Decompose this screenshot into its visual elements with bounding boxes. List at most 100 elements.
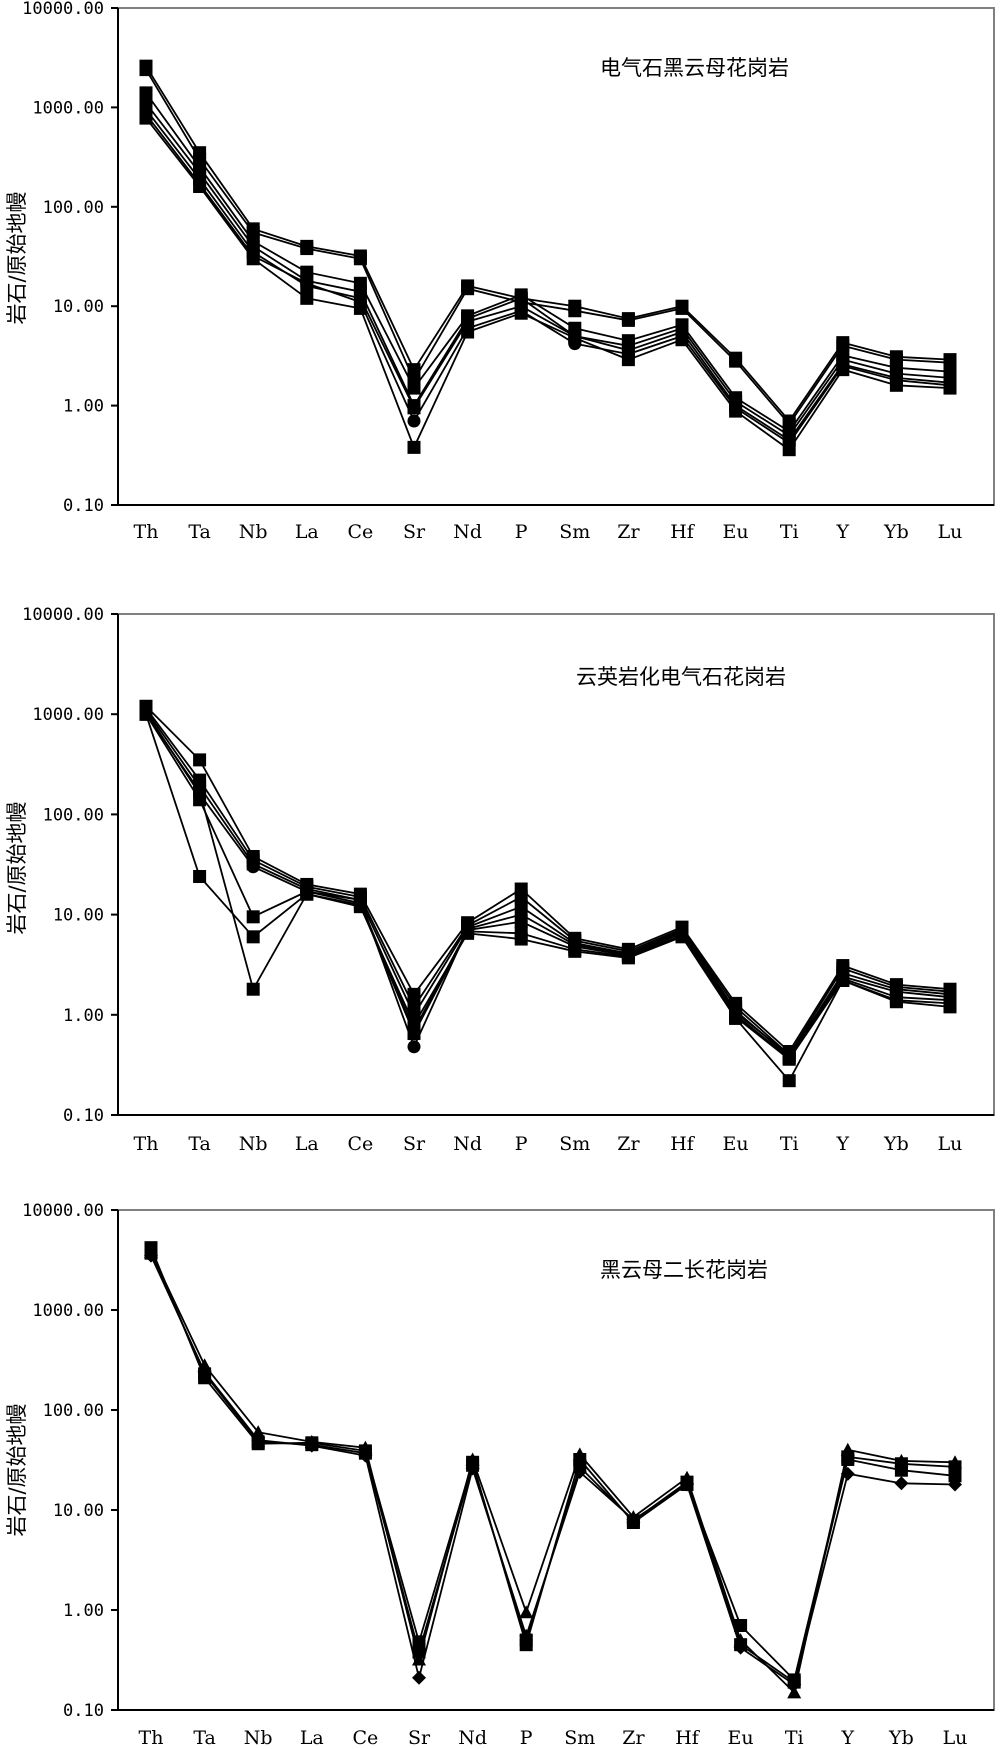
data-point	[519, 1633, 533, 1647]
x-tick-label: Eu	[723, 521, 749, 543]
data-point	[889, 378, 903, 392]
data-point	[353, 252, 367, 266]
y-tick-label: 10.00	[53, 1501, 104, 1521]
data-point	[568, 331, 582, 345]
data-point	[675, 930, 689, 944]
chart-3-title: 黑云母二长花岗岩	[600, 1258, 768, 1282]
chart-2-x-ticks: Th Ta Nb La Ce Sr Nd P Sm Zr Hf Eu Ti Y Yb Lu	[134, 1133, 963, 1155]
data-point	[407, 1040, 421, 1054]
x-tick-label: Ce	[348, 521, 374, 543]
chart-1-ylabel: 岩石/原始地幔	[5, 191, 29, 324]
chart-3: 岩石/原始地幔 10000.00 1000.00 100.00 10.00 1.00 0.…	[5, 1201, 995, 1749]
data-point	[407, 401, 421, 415]
x-tick-label: Yb	[883, 521, 909, 543]
y-tick-label: 10000.00	[22, 0, 104, 19]
y-tick-label: 100.00	[43, 198, 104, 218]
data-point	[407, 414, 421, 428]
data-point	[193, 870, 207, 884]
data-point	[680, 1475, 694, 1489]
data-point	[943, 381, 957, 395]
data-point	[412, 1670, 426, 1685]
data-point	[568, 944, 582, 958]
chart-2-y-ticks: 10000.00 1000.00 100.00 10.00 1.00 0.10	[22, 605, 118, 1126]
data-point	[626, 1514, 640, 1528]
x-tick-label: Sr	[403, 521, 426, 543]
y-tick-label: 10.00	[53, 297, 104, 317]
x-tick-label: Sm	[559, 1133, 590, 1155]
x-tick-label: Nd	[453, 1133, 482, 1155]
chart-2-ylabel: 岩石/原始地幔	[5, 801, 29, 934]
data-point	[836, 973, 850, 987]
series-line	[150, 1251, 956, 1695]
data-point	[300, 887, 314, 901]
data-point	[621, 951, 635, 965]
x-tick-label: Zr	[622, 1727, 645, 1749]
chart-1-x-ticks: Th Ta Nb La Ce Sr Nd P Sm Zr Hf Eu Ti Y Yb Lu	[134, 521, 963, 543]
x-tick-label: Ti	[785, 1727, 804, 1749]
data-point	[193, 180, 207, 194]
data-point	[246, 930, 260, 944]
data-point	[412, 1645, 426, 1659]
x-tick-label: Hf	[670, 1133, 696, 1155]
series-line	[145, 705, 951, 1053]
data-point	[353, 301, 367, 315]
data-point	[568, 304, 582, 318]
data-point	[836, 363, 850, 377]
data-point	[193, 784, 207, 798]
x-tick-label: Sr	[408, 1727, 431, 1749]
x-tick-label: Lu	[938, 521, 963, 543]
data-point	[251, 1435, 265, 1449]
data-point	[787, 1675, 801, 1689]
chart-3-series	[144, 1241, 962, 1699]
x-tick-label: Nd	[453, 521, 482, 543]
data-point	[300, 291, 314, 305]
data-point	[407, 987, 421, 1001]
data-point	[782, 1074, 796, 1088]
y-tick-label: 1000.00	[32, 705, 104, 725]
x-tick-label: Nb	[244, 1727, 273, 1749]
x-tick-label: Ta	[188, 1133, 211, 1155]
data-point	[675, 301, 689, 315]
x-tick-label: Ce	[348, 1133, 374, 1155]
series-line	[145, 117, 951, 451]
data-point	[782, 443, 796, 457]
data-point	[787, 1685, 802, 1699]
y-tick-label: 100.00	[43, 805, 104, 825]
data-point	[246, 252, 260, 266]
series-line	[150, 1252, 956, 1684]
data-point	[358, 1446, 372, 1460]
data-point	[461, 282, 475, 296]
data-point	[407, 381, 421, 395]
x-tick-label: Ti	[780, 521, 799, 543]
x-tick-label: Ta	[188, 521, 211, 543]
y-tick-label: 100.00	[43, 1401, 104, 1421]
data-point	[466, 1458, 480, 1472]
y-tick-label: 0.10	[63, 496, 104, 516]
chart-3-plot-area	[117, 1209, 995, 1711]
data-point	[353, 900, 367, 914]
x-tick-label: Nb	[239, 521, 268, 543]
chart-1-series	[139, 59, 957, 457]
x-tick-label: Lu	[943, 1727, 968, 1749]
data-point	[300, 242, 314, 256]
x-tick-label: Yb	[888, 1727, 914, 1749]
y-tick-label: 10000.00	[22, 1201, 104, 1221]
data-point	[841, 1452, 855, 1466]
data-point	[198, 1367, 212, 1381]
data-point	[621, 353, 635, 367]
data-point	[948, 1469, 962, 1483]
data-point	[894, 1476, 909, 1491]
data-point	[943, 1000, 957, 1014]
x-tick-label: Nd	[458, 1727, 487, 1749]
data-point	[139, 63, 153, 77]
x-tick-label: Th	[134, 1133, 159, 1155]
data-point	[840, 1442, 855, 1456]
y-tick-label: 1000.00	[32, 98, 104, 118]
x-tick-label: Eu	[728, 1727, 754, 1749]
x-tick-label: Lu	[938, 1133, 963, 1155]
y-tick-label: 10.00	[53, 906, 104, 926]
data-point	[193, 753, 207, 767]
y-tick-label: 0.10	[63, 1701, 104, 1721]
x-tick-label: Sm	[559, 521, 590, 543]
data-point	[894, 1453, 909, 1467]
